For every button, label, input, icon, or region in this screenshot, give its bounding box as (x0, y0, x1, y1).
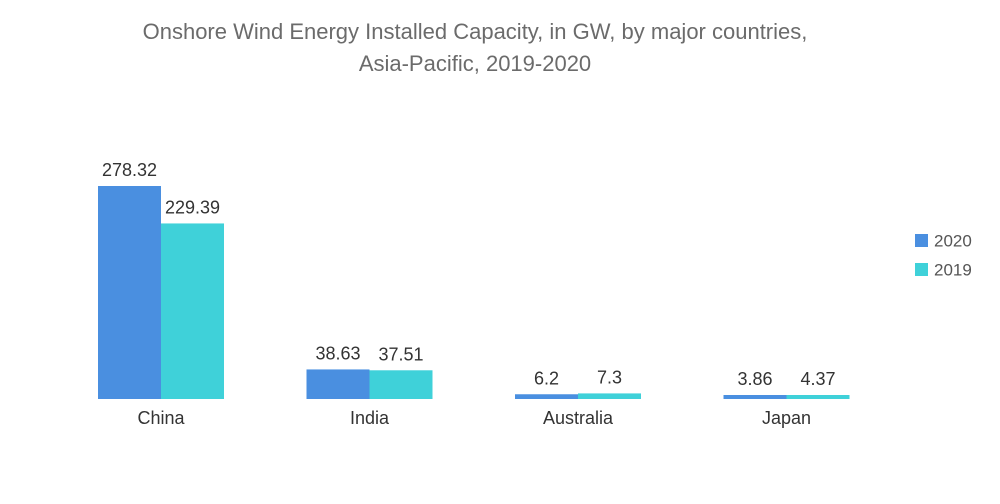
category-labels-group: China India Australia Japan (137, 408, 811, 428)
bar-china-2020 (98, 186, 161, 399)
legend: 2020 2019 (915, 232, 972, 280)
value-labels-group: 278.32 229.39 38.63 37.51 6.2 7.3 3.86 4.37 (102, 160, 836, 389)
legend-swatch-2020 (915, 234, 928, 247)
category-label-japan: Japan (762, 408, 811, 428)
bar-india-2020 (306, 369, 370, 399)
bar-japan-2019 (786, 395, 850, 399)
value-label-china-2020: 278.32 (102, 160, 157, 180)
value-label-australia-2019: 7.3 (597, 367, 622, 387)
bars-group (98, 186, 850, 399)
bar-china-2019 (161, 223, 224, 399)
bar-india-2019 (369, 370, 433, 399)
value-label-japan-2019: 4.37 (800, 369, 835, 389)
bar-australia-2019 (578, 393, 641, 399)
chart-title: Onshore Wind Energy Installed Capacity, … (0, 16, 950, 80)
chart-title-line-2: Asia-Pacific, 2019-2020 (358, 51, 592, 76)
legend-swatch-2019 (915, 263, 928, 276)
bar-australia-2020 (515, 394, 578, 399)
category-label-australia: Australia (543, 408, 614, 428)
value-label-china-2019: 229.39 (165, 197, 220, 217)
category-label-china: China (137, 408, 185, 428)
value-label-japan-2020: 3.86 (737, 369, 772, 389)
bar-japan-2020 (723, 395, 787, 399)
category-label-india: India (350, 408, 390, 428)
value-label-australia-2020: 6.2 (534, 368, 559, 388)
value-label-india-2019: 37.51 (378, 344, 423, 364)
legend-label-2019: 2019 (934, 261, 972, 280)
legend-label-2020: 2020 (934, 232, 972, 251)
chart-title-line-1: Onshore Wind Energy Installed Capacity, … (142, 19, 808, 44)
value-label-india-2020: 38.63 (315, 343, 360, 363)
